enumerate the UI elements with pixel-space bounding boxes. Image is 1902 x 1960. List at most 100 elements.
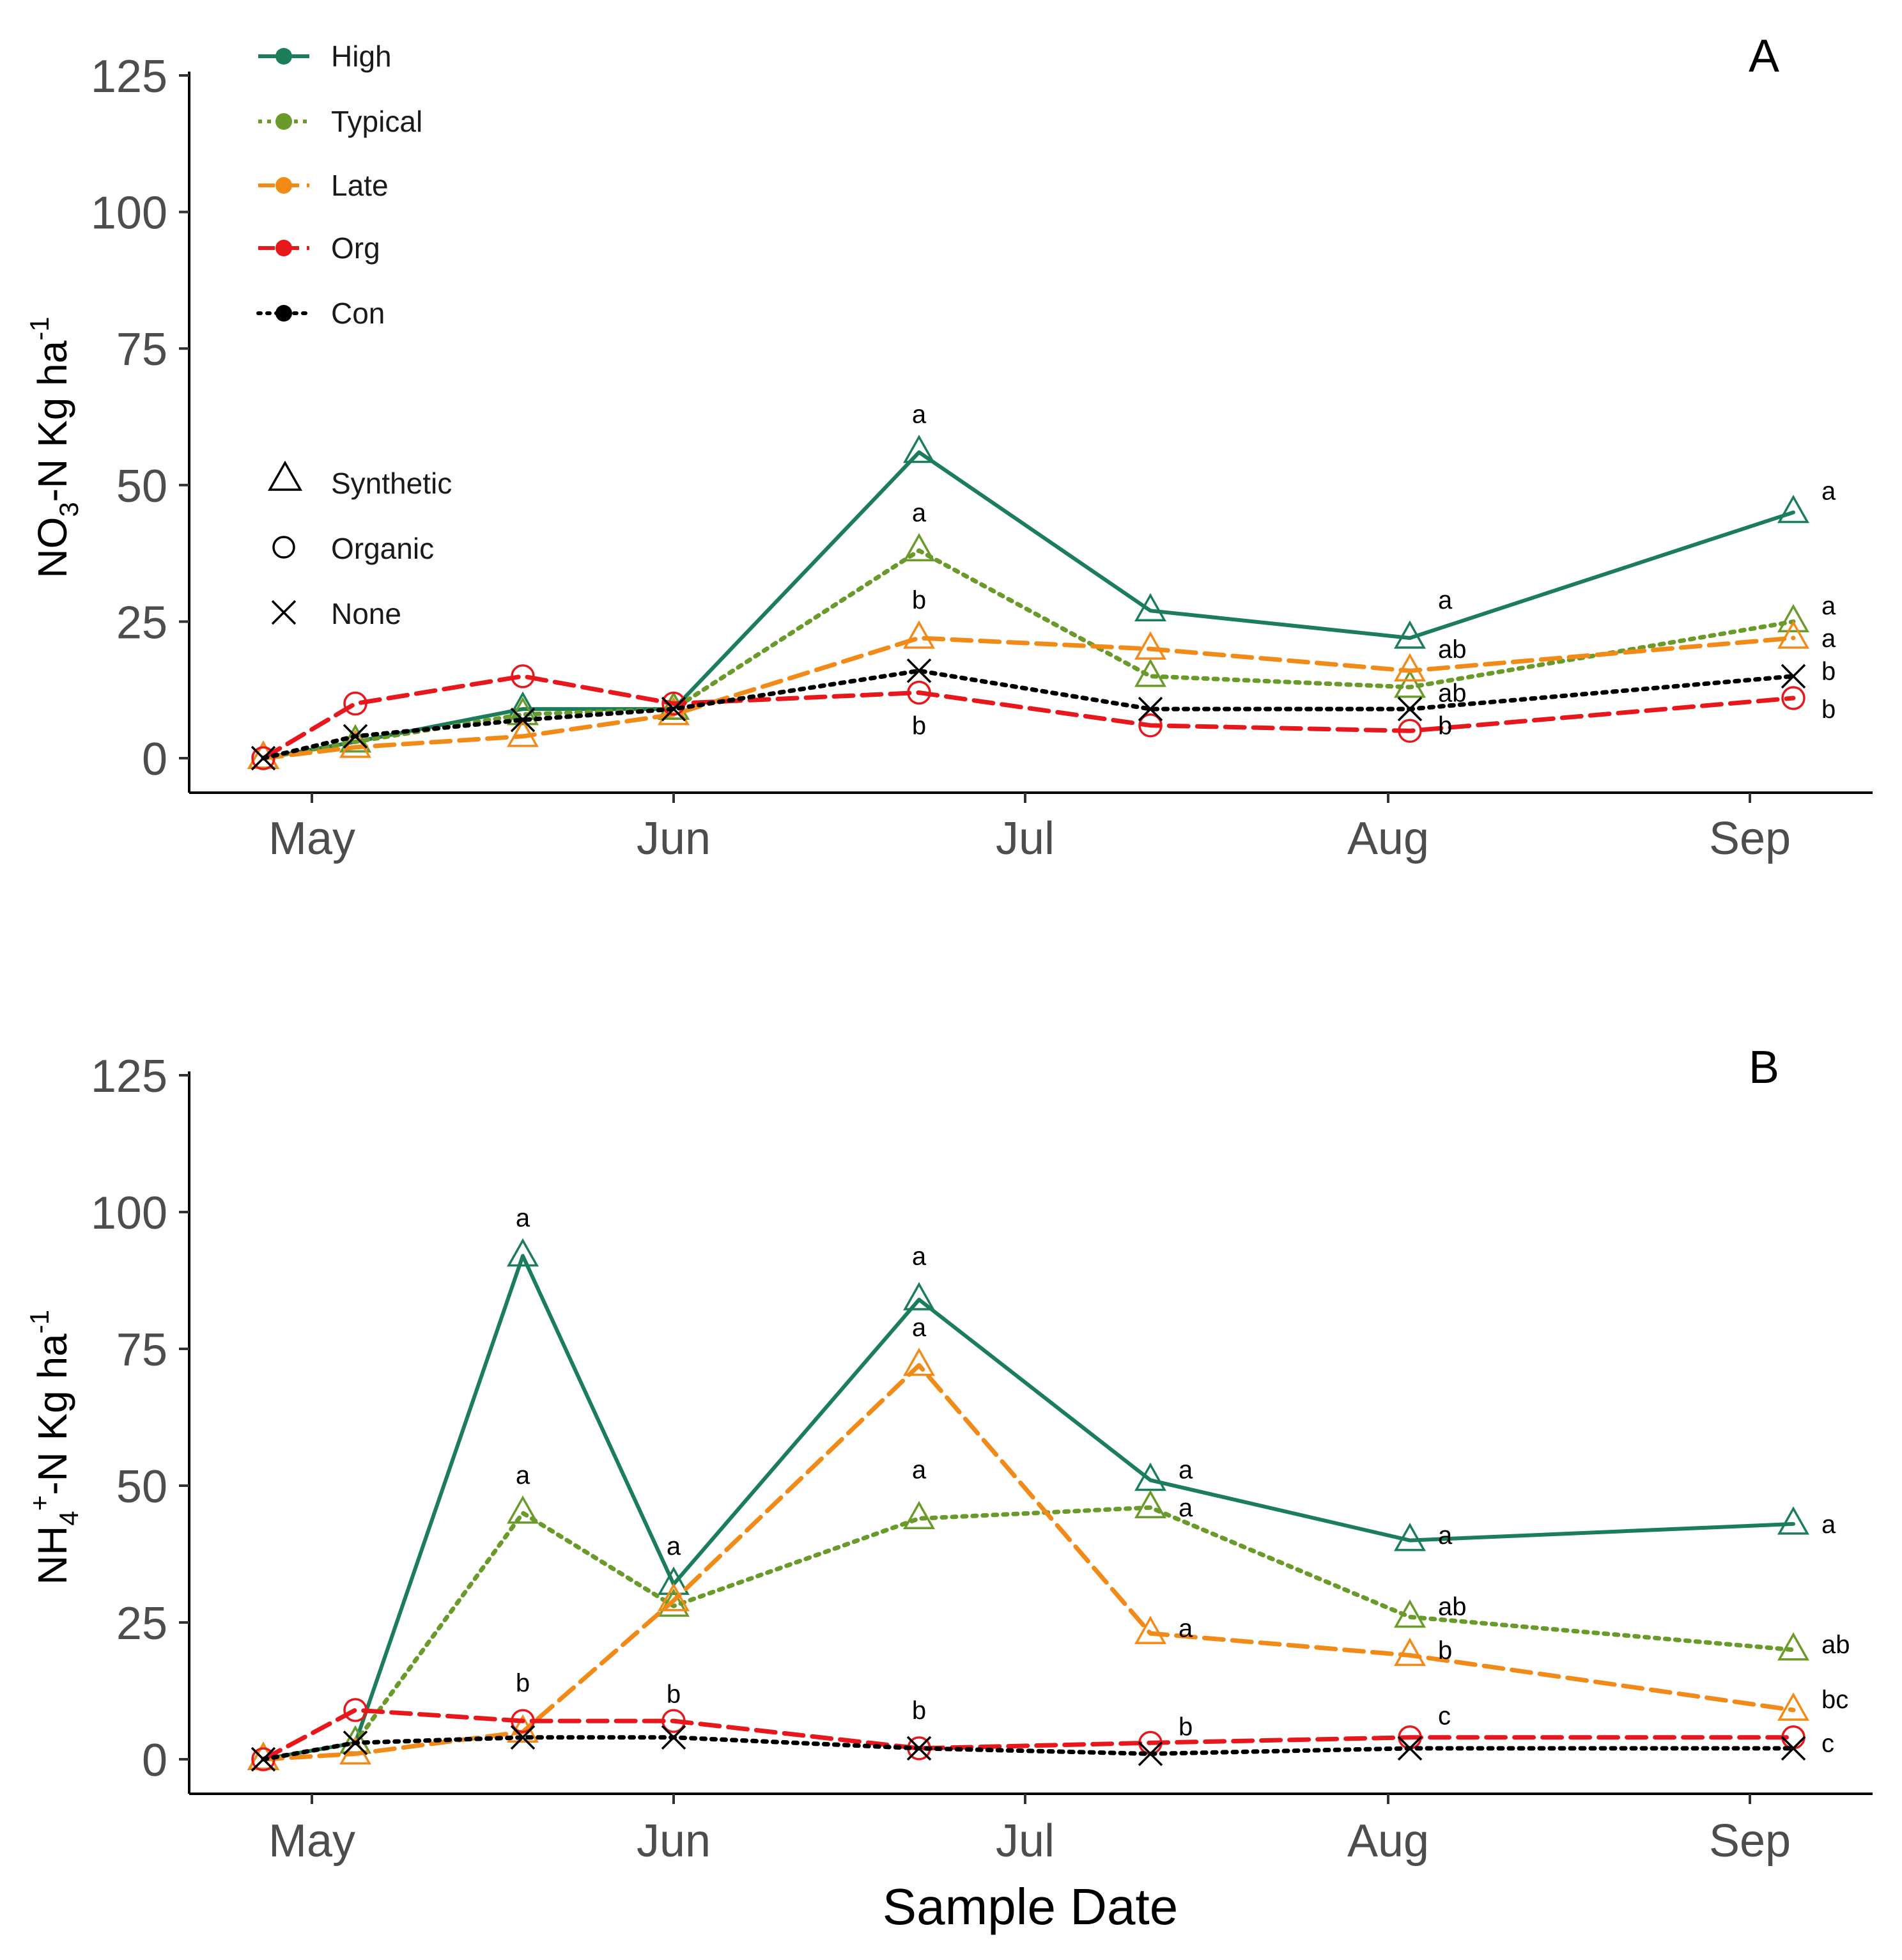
data-point-org [343, 691, 367, 716]
significance-letter: a [1438, 586, 1453, 614]
data-point-con [1397, 696, 1423, 722]
data-point-typical [903, 533, 935, 562]
series-line-typical [261, 548, 1796, 761]
legend-dot-con [275, 305, 292, 322]
legend-triangle-icon [267, 460, 303, 491]
data-point-con [1138, 696, 1163, 722]
legend-label-con: Con [331, 297, 385, 330]
data-point-high [507, 1238, 539, 1267]
data-point-high [1134, 593, 1166, 622]
legend-cross-icon [271, 600, 297, 625]
legend-entry-organic: Organic [272, 532, 434, 565]
legend-dot-late [275, 177, 292, 194]
data-point-high [1134, 1462, 1166, 1491]
x-tick-label: May [268, 813, 355, 864]
series-line-typical [261, 1505, 1796, 1762]
panel-a-y-axis-title: NO3-N Kg ha-1 [24, 316, 84, 578]
legend-label-synthetic: Synthetic [331, 467, 452, 500]
legend-entry-synthetic: Synthetic [267, 460, 452, 500]
series-line-con [261, 668, 1796, 761]
legend-label-organic: Organic [331, 532, 434, 565]
y-tick-label: 125 [91, 1051, 167, 1102]
significance-letter: a [1821, 592, 1836, 620]
significance-letter: a [1179, 1494, 1193, 1522]
legend-entry-none: None [271, 597, 401, 630]
legend-label-late: Late [331, 169, 389, 202]
y-tick-label: 125 [91, 51, 167, 102]
data-point-typical [1394, 1599, 1426, 1628]
panel-b-y-axis-title: NH4+-N Kg ha-1 [24, 1310, 84, 1585]
series-line-con [261, 1735, 1796, 1762]
data-point-con [1397, 1736, 1423, 1761]
legend-label-org: Org [331, 231, 380, 265]
x-tick-label: Sep [1709, 1816, 1791, 1867]
data-point-late [1777, 1692, 1809, 1721]
significance-letter: c [1438, 1702, 1451, 1731]
x-tick-label: Jul [996, 1816, 1055, 1867]
legend-dot-typical [275, 113, 292, 130]
significance-letter: a [1821, 625, 1836, 653]
x-tick-label: Jun [637, 1816, 711, 1867]
x-tick-label: Aug [1347, 813, 1429, 864]
significance-letter: b [912, 712, 926, 740]
data-point-high [1394, 620, 1426, 649]
y-tick-label: 0 [142, 734, 167, 785]
data-point-typical [1134, 658, 1166, 687]
legend-entry-org: Org [258, 231, 380, 265]
y-tick-label: 75 [116, 324, 167, 375]
data-point-con [343, 1731, 368, 1755]
significance-letter: b [912, 586, 926, 614]
legend-entry-con: Con [256, 297, 385, 330]
panel-b-ticks: 0 25 50 75 100 125 May Jun Jul Aug Sep [91, 1051, 1791, 1867]
data-point-con [906, 1736, 932, 1761]
significance-letter: a [912, 1314, 927, 1342]
data-point-org [343, 1698, 367, 1722]
significance-letter: b [667, 1680, 681, 1708]
legend-label-typical: Typical [331, 105, 422, 138]
significance-letter: b [1438, 1637, 1452, 1665]
data-point-typical [1777, 1632, 1809, 1661]
series-line-high [261, 450, 1795, 760]
data-point-high [658, 1566, 690, 1595]
significance-letter: ab [1438, 635, 1467, 664]
legend-entry-typical: Typical [258, 105, 422, 138]
significance-letter: ab [1438, 1592, 1467, 1621]
data-point-org [1398, 719, 1422, 743]
x-tick-label: Jun [637, 813, 711, 864]
significance-letter: a [516, 1461, 530, 1489]
data-point-late [507, 719, 539, 747]
data-point-late [1134, 1615, 1166, 1644]
x-tick-label: May [268, 1816, 355, 1867]
significance-letter: b [1821, 696, 1836, 724]
data-point-high [1777, 1506, 1809, 1535]
data-point-typical [1134, 1489, 1166, 1518]
y-tick-label: 0 [142, 1735, 167, 1786]
data-point-late [1394, 653, 1426, 682]
series-line-late [261, 1363, 1796, 1762]
significance-letter: a [912, 401, 927, 429]
x-tick-label: Aug [1347, 1816, 1429, 1867]
data-point-typical [1394, 669, 1426, 698]
data-point-con [1138, 1741, 1163, 1766]
data-point-con [251, 745, 276, 771]
y-tick-label: 50 [116, 1461, 167, 1513]
panel-a-chart: A NO3-N Kg ha-1 0 25 50 75 100 125 May Jun Jul Au… [24, 31, 1873, 864]
significance-letter: a [1821, 1511, 1836, 1539]
data-point-con [510, 707, 536, 733]
significance-letter: ab [1438, 679, 1467, 707]
significance-letter: a [1438, 1521, 1453, 1550]
data-point-org [511, 1709, 535, 1733]
data-point-org [511, 664, 535, 688]
data-point-con [1781, 664, 1806, 689]
significance-letter: a [1179, 1456, 1193, 1484]
significance-letter: a [912, 1456, 927, 1484]
data-point-typical [658, 1588, 690, 1617]
data-point-late [903, 620, 935, 649]
data-point-high [903, 434, 935, 463]
y-tick-label: 100 [91, 188, 167, 239]
y-tick-label: 25 [116, 597, 167, 648]
significance-letter: c [1821, 1729, 1834, 1757]
series-line-org [261, 1707, 1796, 1762]
legend: High Typical Late Org Con [256, 40, 452, 630]
data-point-org [661, 1709, 686, 1733]
